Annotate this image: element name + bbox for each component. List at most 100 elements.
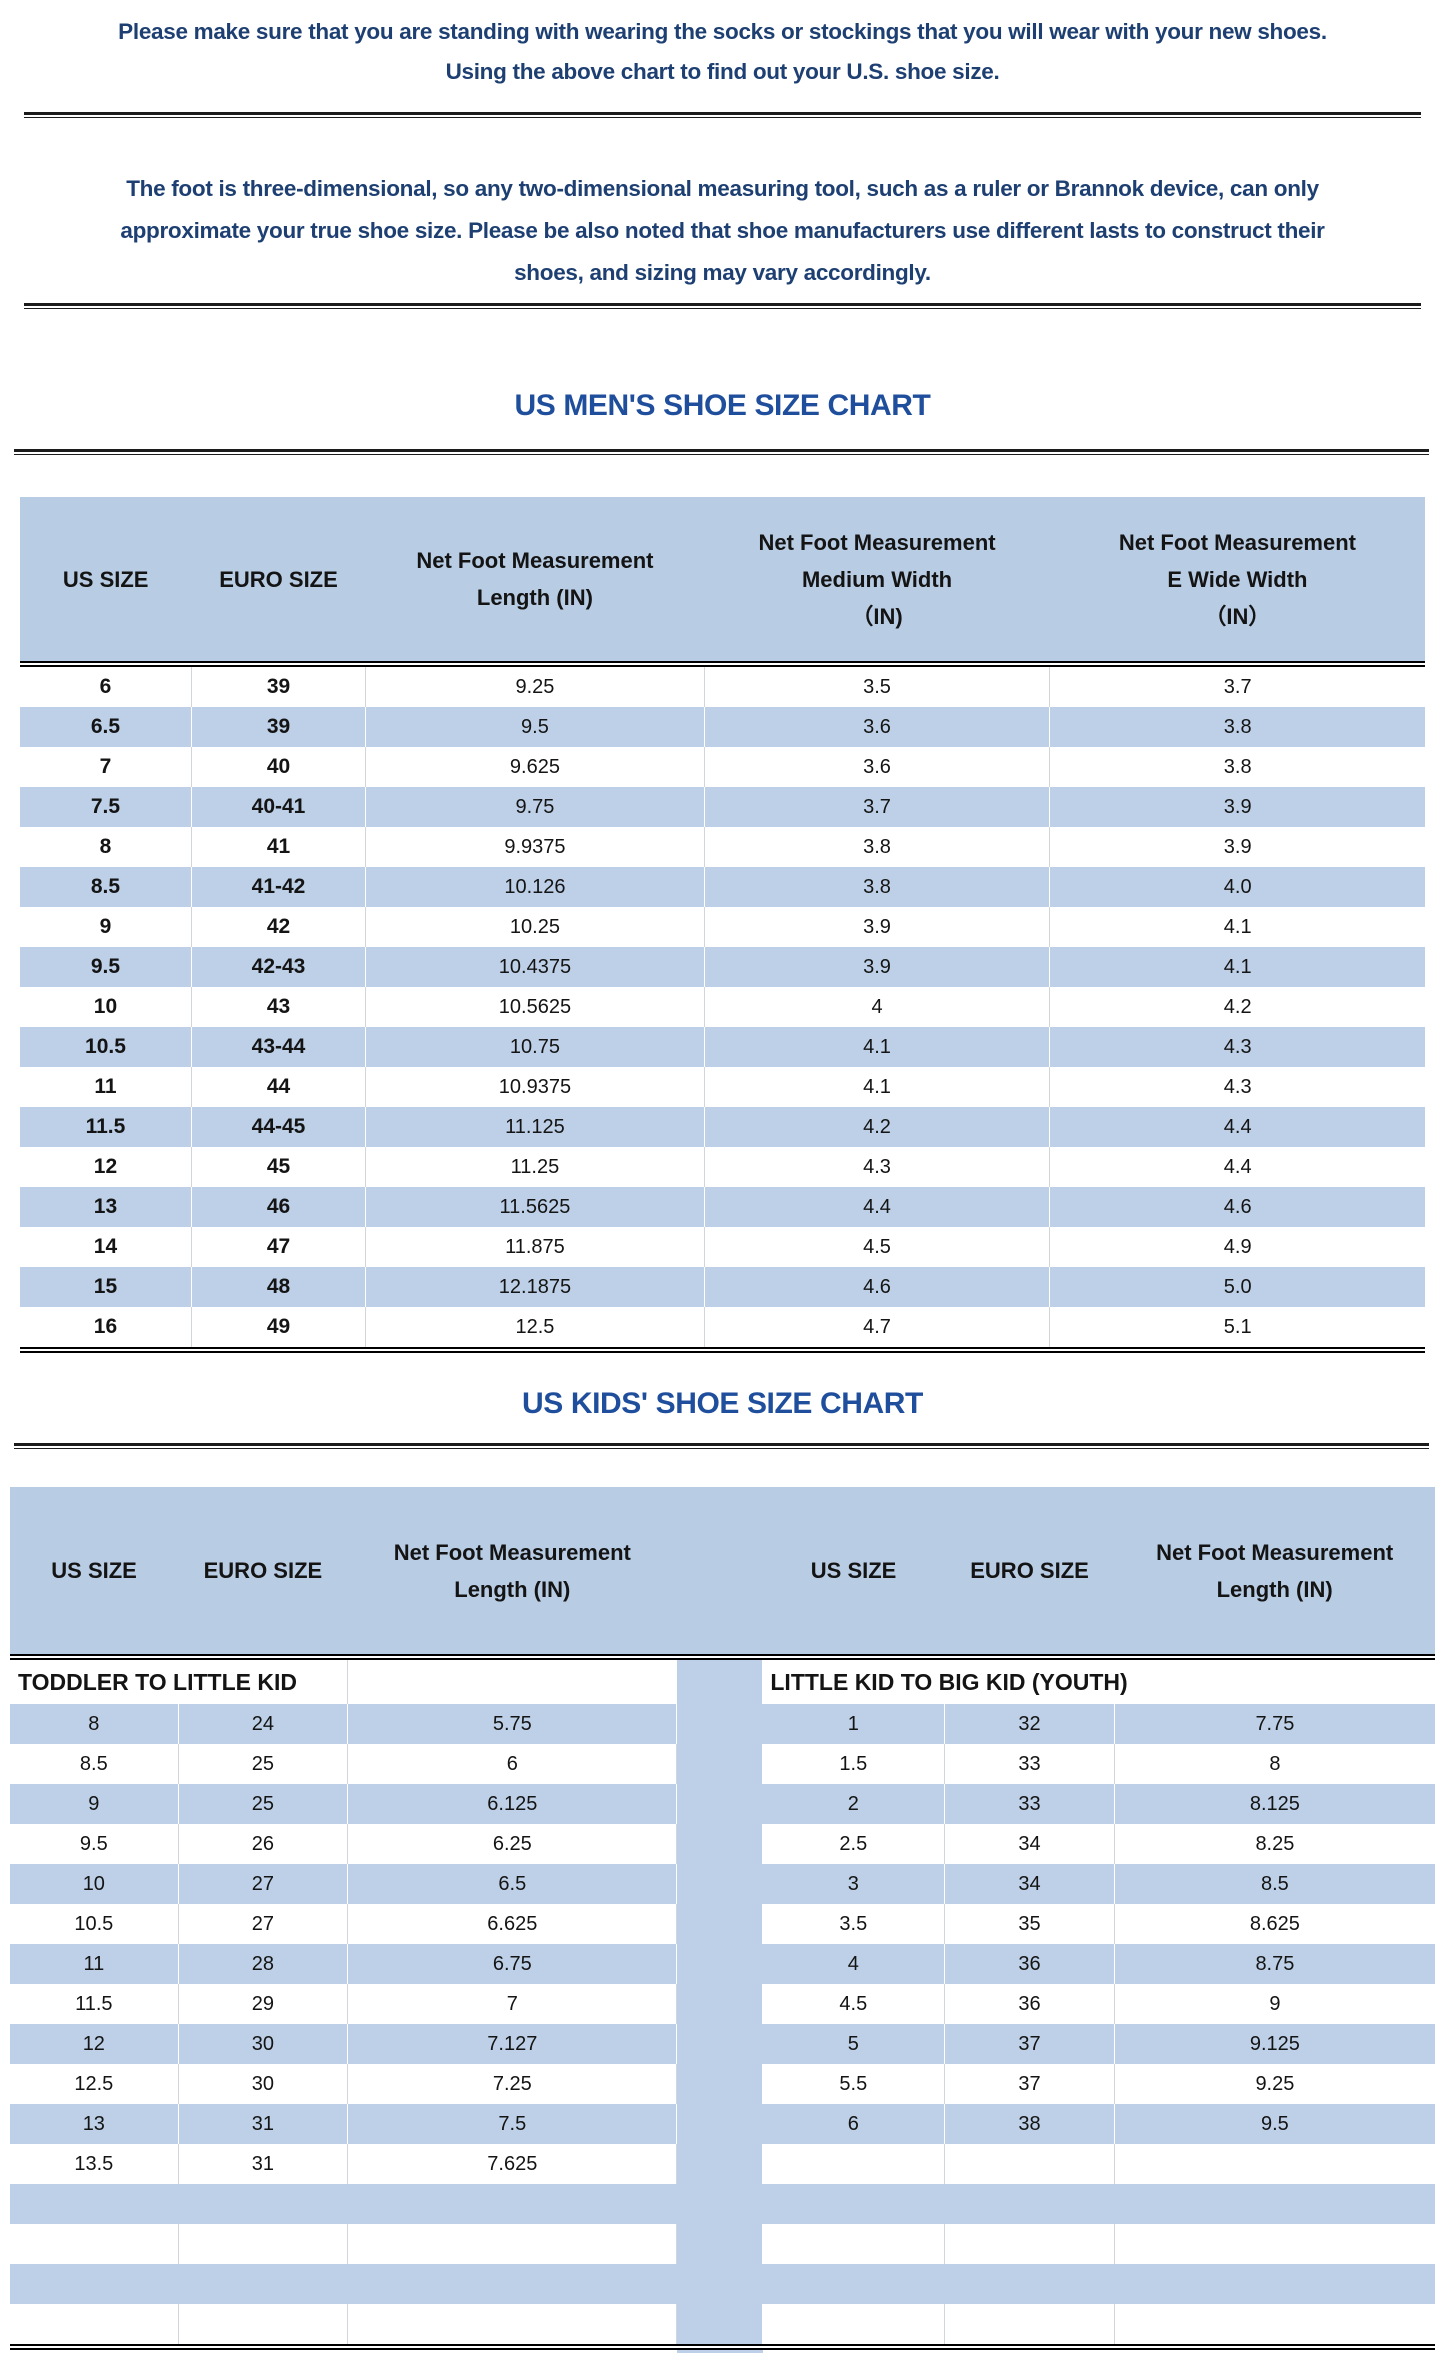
table-cell: 3.8 [1049, 707, 1425, 747]
table-cell: 3.9 [1049, 787, 1425, 827]
table-cell [762, 2264, 1435, 2304]
spacer-cell [676, 2264, 763, 2304]
table-cell: 9.25 [365, 664, 705, 707]
table-cell: 9.5 [1114, 2104, 1435, 2144]
kids-size-table: US SIZE EURO SIZE Net Foot Measurement L… [10, 1487, 1435, 2350]
table-cell: 5.75 [347, 1704, 678, 1744]
table-row: 8.5 41-42 10.126 3.8 4.0 [20, 867, 1425, 907]
table-cell: 34 [944, 1824, 1115, 1864]
table-cell: 12 [20, 1147, 192, 1187]
intro-line-2: Using the above chart to find out your U… [445, 59, 1000, 84]
table-cell: 3.9 [704, 907, 1051, 947]
table-cell: 4.3 [1049, 1067, 1425, 1107]
table-cell [944, 2224, 1115, 2264]
table-cell: 33 [944, 1784, 1115, 1824]
table-cell: 8.75 [1114, 1944, 1435, 1984]
table-cell: 32 [944, 1704, 1115, 1744]
table-cell: 10.9375 [365, 1067, 705, 1107]
table-cell: 11.5 [10, 1984, 179, 2024]
table-cell: 27 [178, 1904, 349, 1944]
spacer-cell [676, 1904, 763, 1944]
table-cell: 7.127 [347, 2024, 678, 2064]
table-cell: 31 [178, 2104, 349, 2144]
table-cell: 4.3 [704, 1147, 1051, 1187]
table-row: 11.5 44-45 11.125 4.2 4.4 [20, 1107, 1425, 1147]
table-cell: 26 [178, 1824, 349, 1864]
table-cell [10, 2264, 677, 2304]
table-cell: 3.6 [704, 747, 1051, 787]
table-cell: 9.5 [20, 947, 192, 987]
table-cell: 36 [944, 1944, 1115, 1984]
table-cell: 29 [178, 1984, 349, 2024]
spacer-cell [676, 1784, 763, 1824]
column-header-medium-width: Net Foot Measurement Medium Width （IN) [704, 497, 1050, 667]
table-cell: 2.5 [762, 1824, 946, 1864]
table-cell: 6.75 [347, 1944, 678, 1984]
table-cell: 10.5 [10, 1904, 179, 1944]
table-cell: 10.75 [365, 1027, 705, 1067]
table-row: 11 28 6.75 4 36 8.75 [10, 1944, 1435, 1984]
mens-table-header: US SIZE EURO SIZE Net Foot Measurement L… [20, 497, 1425, 667]
table-row: 11.5 29 7 4.5 36 9 [10, 1984, 1435, 2024]
table-cell: 13 [10, 2104, 179, 2144]
table-row: 7.5 40-41 9.75 3.7 3.9 [20, 787, 1425, 827]
column-header-us-size: US SIZE [762, 1487, 945, 1660]
spacer-cell [676, 2304, 763, 2347]
table-cell [762, 2224, 946, 2264]
table-cell [347, 2224, 678, 2264]
table-cell: 7.625 [347, 2144, 678, 2184]
table-cell [178, 2224, 349, 2264]
table-cell [762, 2144, 946, 2184]
table-cell: 4.7 [704, 1307, 1051, 1350]
column-header-length: Net Foot Measurement Length (IN) [365, 497, 705, 667]
table-row: 9 25 6.125 2 33 8.125 [10, 1784, 1435, 1824]
table-cell: 7.5 [347, 2104, 678, 2144]
table-cell: 5.1 [1049, 1307, 1425, 1350]
table-cell: 10 [20, 987, 192, 1027]
horizontal-divider [14, 1443, 1429, 1449]
table-cell: 33 [944, 1744, 1115, 1784]
table-cell: 3.8 [704, 827, 1051, 867]
spacer-cell [676, 1744, 763, 1784]
table-cell: 3.5 [762, 1904, 946, 1944]
spacer-column-stub [677, 2350, 763, 2353]
column-header-length: Net Foot Measurement Length (IN) [347, 1487, 677, 1660]
toddler-group-label: TODDLER TO LITTLE KID [10, 1657, 349, 1704]
column-header-euro-size: EURO SIZE [191, 497, 366, 667]
spacer-cell [676, 2224, 763, 2264]
column-header-euro-size: EURO SIZE [178, 1487, 348, 1660]
table-cell: 11.25 [365, 1147, 705, 1187]
table-row: 9 42 10.25 3.9 4.1 [20, 907, 1425, 947]
table-cell: 34 [944, 1864, 1115, 1904]
table-cell: 8.5 [1114, 1864, 1435, 1904]
spacer-cell [676, 1944, 763, 1984]
table-cell: 40 [191, 747, 367, 787]
table-cell: 11.875 [365, 1227, 705, 1267]
table-cell [762, 2304, 946, 2347]
table-cell: 3.9 [704, 947, 1051, 987]
table-cell: 13.5 [10, 2144, 179, 2184]
table-cell: 46 [191, 1187, 367, 1227]
table-cell: 9.5 [365, 707, 705, 747]
table-cell: 40-41 [191, 787, 367, 827]
table-cell: 4.6 [704, 1267, 1051, 1307]
spacer-cell [676, 2144, 763, 2184]
table-cell: 4.2 [1049, 987, 1425, 1027]
table-row: 16 49 12.5 4.7 5.1 [20, 1307, 1425, 1350]
kids-chart-title: US KIDS' SHOE SIZE CHART [522, 1387, 923, 1420]
table-cell [1114, 2304, 1435, 2347]
table-cell: 2 [762, 1784, 946, 1824]
table-cell: 7.25 [347, 2064, 678, 2104]
horizontal-divider [14, 449, 1429, 455]
table-cell: 6 [347, 1744, 678, 1784]
table-cell: 5.5 [762, 2064, 946, 2104]
table-cell: 30 [178, 2024, 349, 2064]
table-cell: 31 [178, 2144, 349, 2184]
table-cell: 4.9 [1049, 1227, 1425, 1267]
table-cell: 10.5 [20, 1027, 192, 1067]
table-cell: 39 [191, 707, 367, 747]
table-cell: 3.7 [704, 787, 1051, 827]
table-cell: 1.5 [762, 1744, 946, 1784]
table-row: 13 46 11.5625 4.4 4.6 [20, 1187, 1425, 1227]
